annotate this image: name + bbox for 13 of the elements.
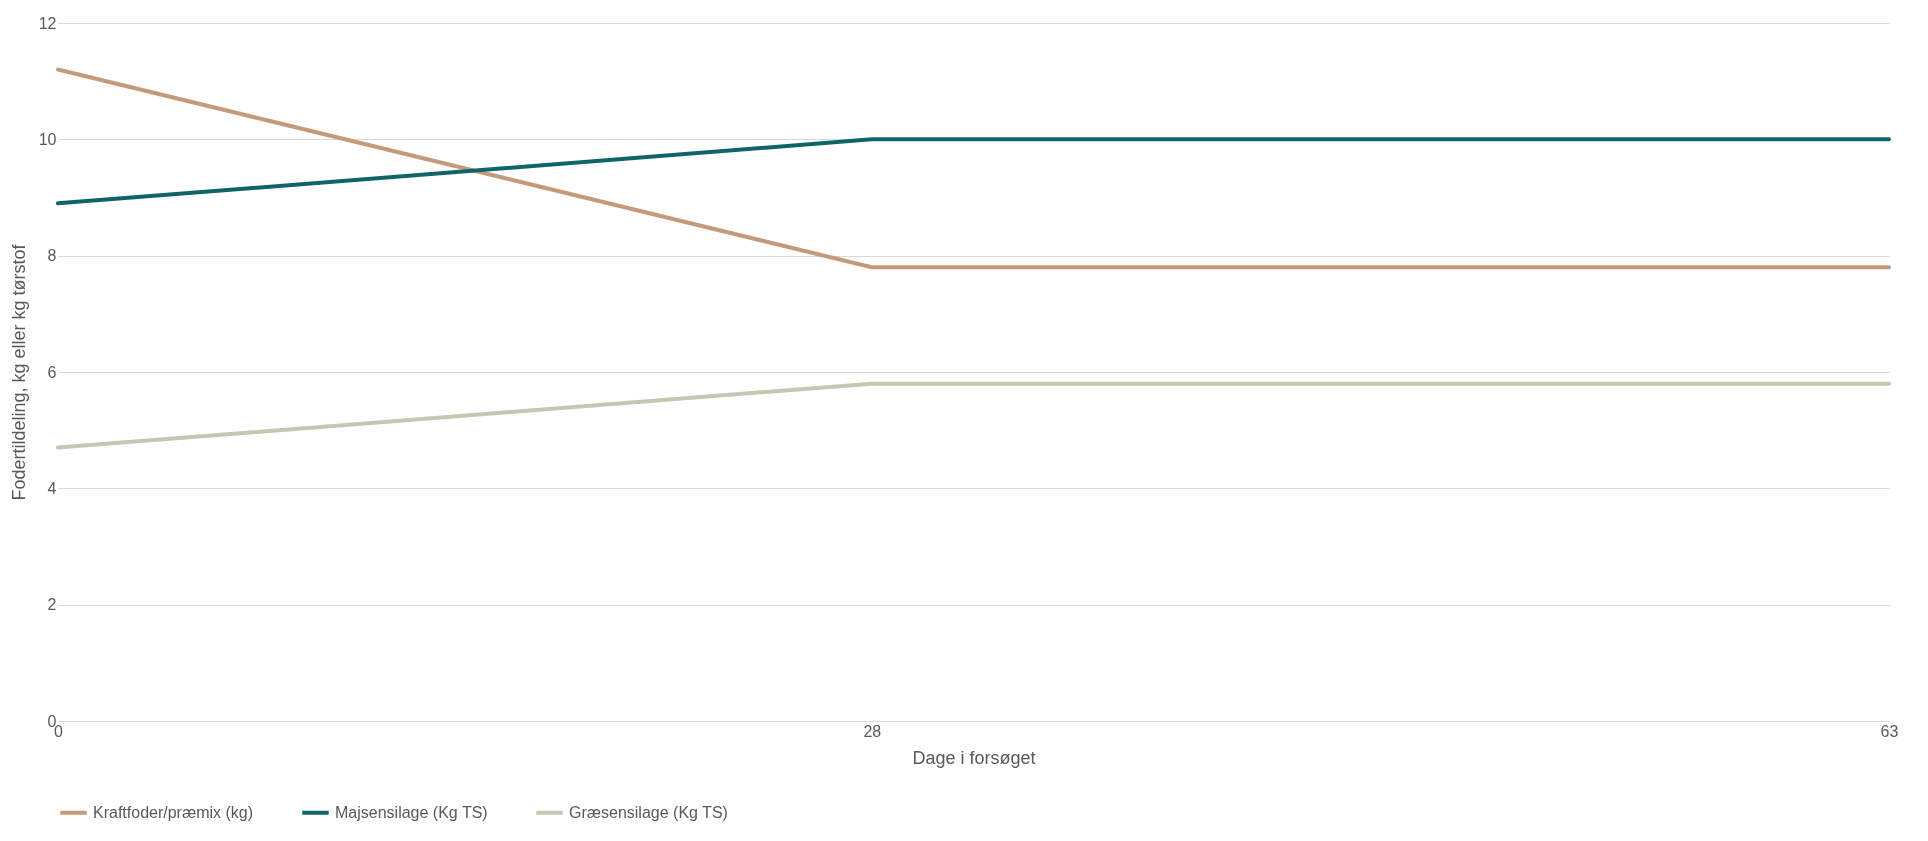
y-tick-label: 10 bbox=[38, 130, 57, 148]
y-tick-label: 2 bbox=[47, 596, 57, 614]
y-tick-label: 4 bbox=[47, 479, 57, 497]
x-tick-label: 63 bbox=[1880, 722, 1899, 740]
y-tick-label: 6 bbox=[47, 363, 57, 381]
legend-label: Græsensilage (Kg TS) bbox=[569, 803, 728, 821]
y-tick-label: 12 bbox=[38, 14, 57, 32]
legend-label: Kraftfoder/præmix (kg) bbox=[93, 803, 254, 821]
x-axis-title: Dage i forsøget bbox=[912, 747, 1036, 768]
y-axis-title: Fodertildeling, kg eller kg tørstof bbox=[8, 243, 29, 501]
legend-label: Majsensilage (Kg TS) bbox=[335, 803, 488, 821]
x-tick-label: 28 bbox=[863, 722, 882, 740]
y-tick-label: 8 bbox=[47, 247, 57, 265]
